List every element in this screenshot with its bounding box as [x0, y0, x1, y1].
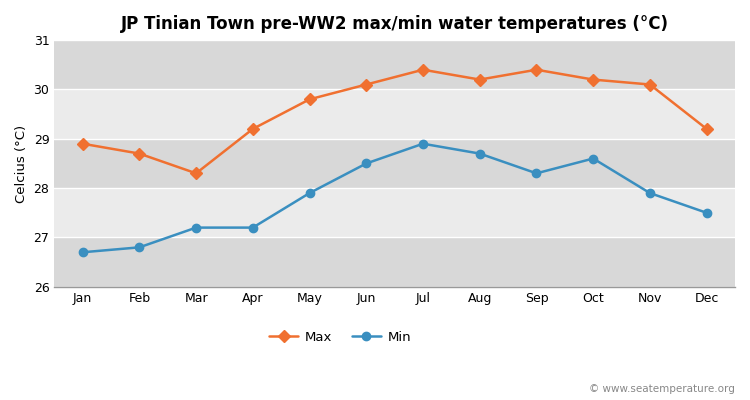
Line: Max: Max: [79, 66, 711, 178]
Min: [476, 151, 484, 156]
Max: [702, 126, 711, 131]
Min: [589, 156, 598, 161]
Max: [362, 82, 370, 87]
Min: [305, 191, 314, 196]
Max: [191, 171, 200, 176]
Max: [419, 67, 428, 72]
Min: [191, 225, 200, 230]
Bar: [54, 139, 735, 188]
Min: [419, 141, 428, 146]
Min: [646, 191, 655, 196]
Text: © www.seatemperature.org: © www.seatemperature.org: [590, 384, 735, 394]
Max: [476, 77, 484, 82]
Max: [248, 126, 257, 131]
Legend: Max, Min: Max, Min: [264, 326, 416, 349]
Min: [135, 245, 144, 250]
Bar: [54, 188, 735, 238]
Max: [646, 82, 655, 87]
Y-axis label: Celcius (°C): Celcius (°C): [15, 124, 28, 202]
Max: [305, 97, 314, 102]
Title: JP Tinian Town pre-WW2 max/min water temperatures (°C): JP Tinian Town pre-WW2 max/min water tem…: [121, 15, 669, 33]
Min: [78, 250, 87, 255]
Bar: [54, 90, 735, 139]
Max: [78, 141, 87, 146]
Min: [362, 161, 370, 166]
Min: [532, 171, 541, 176]
Min: [248, 225, 257, 230]
Max: [589, 77, 598, 82]
Bar: [54, 40, 735, 90]
Line: Min: Min: [79, 140, 711, 256]
Max: [135, 151, 144, 156]
Min: [702, 210, 711, 215]
Bar: [54, 238, 735, 287]
Max: [532, 67, 541, 72]
